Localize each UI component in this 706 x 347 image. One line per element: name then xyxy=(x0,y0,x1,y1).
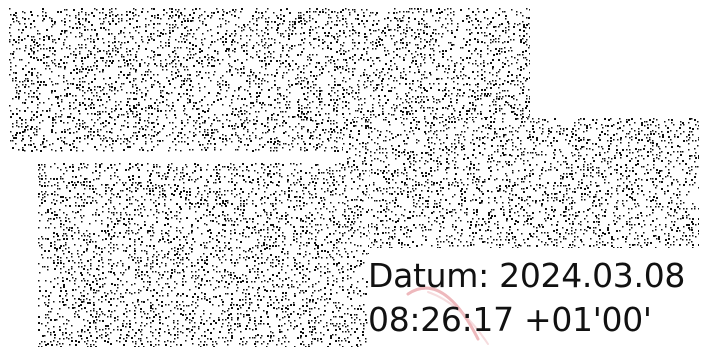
noise-texture-bottom xyxy=(38,163,369,347)
noise-scan-block-top xyxy=(9,8,530,152)
digital-signature-stamp: Datum: 2024.03.08 08:26:17 +01'00' xyxy=(368,254,704,347)
signature-time-line: 08:26:17 +01'00' xyxy=(368,300,652,339)
signature-date-line: Datum: 2024.03.08 xyxy=(368,256,686,295)
noise-texture-right xyxy=(343,118,699,248)
noise-scan-block-right xyxy=(343,118,699,248)
noise-scan-block-bottom xyxy=(38,163,369,347)
noise-texture-top xyxy=(9,8,530,152)
watermark-stroke-icon xyxy=(406,286,489,345)
